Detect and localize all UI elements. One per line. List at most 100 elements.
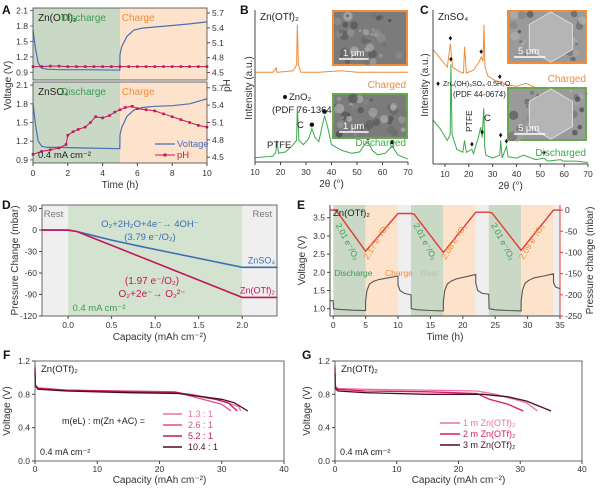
voltage-curve [334, 367, 524, 412]
ph-point [101, 116, 104, 120]
sem-texture [378, 53, 383, 58]
sem-texture [374, 33, 378, 37]
legend-marker: ♦ [436, 79, 440, 88]
region-legend-rest: Rest [420, 268, 438, 278]
zno2-marker [389, 139, 395, 145]
marker-legend-label: ZnO₂ [289, 92, 311, 103]
sem-texture [371, 114, 375, 118]
panel-title: Zn(OTf)₂ [333, 208, 370, 219]
y-tick-label: 1.8 [16, 99, 28, 109]
sem-texture [509, 21, 518, 30]
sem-texture [508, 110, 519, 120]
sem-texture [372, 118, 381, 126]
charged-label: Charged [368, 80, 406, 91]
sem-crystal [528, 11, 573, 63]
plot-frame [32, 7, 208, 81]
y-tick-label: -30 [25, 247, 38, 257]
current-density-label: 0.4 mA cm⁻² [72, 303, 125, 314]
sem-texture [370, 32, 374, 36]
x-tick-label: 70 [403, 167, 413, 177]
y-right-tick-label: -100 [565, 247, 582, 257]
scale-bar-label: 5 μm [518, 123, 539, 134]
x-tick-label: 30 [217, 464, 227, 474]
ph-point [153, 65, 157, 68]
sem-texture [347, 113, 351, 116]
x-axis-label: Time (h) [102, 180, 139, 191]
ph-point [92, 65, 96, 68]
sem-texture [517, 11, 527, 20]
rest-region [553, 205, 560, 316]
znotf-electrons: (1.97 e⁻/O₂) [125, 276, 179, 287]
x-tick-label: 1.5 [193, 320, 205, 330]
sem-texture [342, 21, 349, 28]
sem-texture [363, 99, 369, 106]
legend-label: 1.3 : 1 [188, 409, 213, 419]
x-tick-label: 0 [33, 464, 38, 474]
region-legend-charge: Charge [385, 268, 413, 278]
y-axis-label: Pressure Change (mbar) [10, 205, 21, 315]
ph-line [32, 105, 208, 155]
x-tick-label: 2 [65, 168, 70, 178]
y-right-tick-label: 4.8 [212, 135, 224, 145]
sem-texture [362, 55, 372, 65]
charge-region [120, 82, 207, 163]
scale-bar-label: 1 μm [343, 48, 364, 59]
x-tick-label: 10 [93, 464, 103, 474]
plot-frame [34, 360, 285, 462]
rest-region [42, 205, 69, 316]
x-tick-label: 0 [31, 168, 36, 178]
y-axis-label: Voltage (V) [297, 236, 308, 285]
y-right-tick-label: 4.8 [212, 53, 224, 63]
x-tick-label: 20 [276, 167, 286, 177]
charge-region [521, 205, 554, 316]
xrd-charged-line [432, 24, 589, 95]
plot-frame [41, 204, 278, 317]
zhs-marker: ♦ [499, 131, 503, 140]
ph-point [123, 106, 127, 109]
xrd-charged-line [255, 24, 408, 73]
ph-point [162, 112, 165, 116]
y-tick-label: 1.2 [318, 356, 330, 366]
x-tick-label: 20 [155, 464, 165, 474]
discharged-label: Discharged [535, 148, 586, 159]
y-right-tick-label: 5.7 [212, 8, 224, 18]
sem-texture [387, 115, 394, 122]
ph-point [197, 124, 200, 127]
ph-point [94, 115, 97, 119]
y-tick-label: 1.0 [313, 304, 325, 314]
discharge-label: Discharge [61, 13, 106, 24]
x-tick-label: 50 [352, 167, 362, 177]
y-right-tick-label: -150 [565, 269, 582, 279]
y-right-tick-label: 4.5 [212, 152, 224, 162]
panel-label-c: C [420, 3, 429, 17]
panel-label-g: G [302, 348, 311, 362]
sem-texture [336, 121, 344, 128]
rest-label: Rest [44, 209, 64, 220]
xrd-discharged-line [432, 64, 589, 163]
ph-point [83, 65, 87, 68]
y-axis-label: Intensity (a.u.) [420, 53, 431, 116]
ph-point [75, 65, 78, 68]
sem-texture [388, 18, 392, 23]
x-tick-label: 10 [392, 464, 402, 474]
ph-point [101, 65, 104, 68]
sem-texture [344, 58, 351, 65]
ph-point [64, 143, 68, 146]
sem-texture [369, 57, 377, 66]
panel-title: Zn(OTf)₂ [341, 364, 378, 375]
sem-texture [515, 125, 523, 132]
ph-point [127, 65, 130, 68]
sem-texture [387, 125, 396, 134]
y-tick-label: 0.9 [16, 155, 28, 165]
sem-texture [333, 17, 342, 26]
sem-texture [353, 133, 357, 137]
sem-texture [568, 89, 573, 93]
ph-point [153, 109, 157, 113]
y-tick-label: 0.0 [318, 456, 330, 466]
sem-texture [574, 42, 579, 46]
carbon-annotation: C [484, 113, 491, 124]
ph-point [40, 65, 43, 68]
sem-texture [367, 39, 371, 43]
sem-texture [517, 124, 520, 127]
